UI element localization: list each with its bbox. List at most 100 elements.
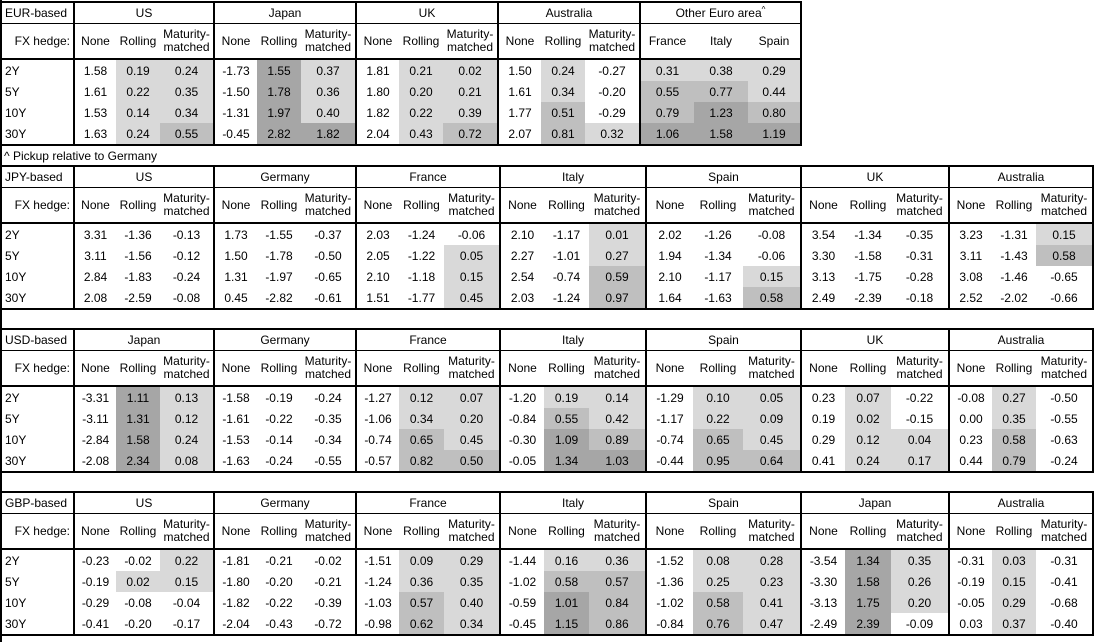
value-cell: 2.07 [497, 123, 541, 145]
value-cell: 1.61 [73, 81, 116, 102]
group-header: US [73, 492, 214, 514]
table-row: 10Y 2.84 -1.83 -0.24 1.31 -1.97 -0.65 2.10 -1.18… [1, 266, 1093, 287]
value-cell: 0.45 [743, 429, 801, 450]
value-cell: -0.24 [314, 390, 342, 405]
value-cell: -0.22 [905, 390, 934, 405]
hedge-type-header: Maturity-matched [891, 350, 949, 387]
value-cell: 2.10 [645, 266, 693, 287]
value-cell: 0.45 [213, 287, 257, 309]
value-cell: 1.94 [645, 245, 693, 266]
hedge-type-header: None [948, 513, 992, 550]
value-cell: 0.58 [992, 429, 1036, 450]
value-cell: -1.34 [704, 248, 732, 263]
value-cell: -0.23 [73, 549, 116, 571]
hedge-type-header: Maturity-matched [585, 23, 640, 60]
value-cell: 0.55 [544, 408, 589, 429]
value-cell: -0.28 [905, 269, 934, 284]
value-cell: 0.36 [301, 81, 356, 102]
hedge-type-header: Rolling [544, 350, 589, 387]
value-cell: -0.31 [905, 248, 934, 263]
value-cell: 1.11 [116, 386, 160, 408]
value-cell: 3.23 [948, 223, 992, 245]
tenor-label: 30Y [5, 126, 27, 141]
value-cell: 0.44 [948, 450, 992, 472]
fx-hedge-label: FX hedge: [1, 23, 74, 60]
tenor-label: 30Y [5, 453, 27, 468]
sheet-left-border [0, 0, 2, 642]
table-row: USD-based Japan Germany France Italy Spain UK A… [1, 329, 1093, 351]
value-cell: -1.34 [854, 227, 882, 242]
group-header: Germany [213, 166, 356, 188]
value-cell: -1.55 [265, 227, 293, 242]
table-row: EUR-based US Japan UK Australia Other Euro ar… [1, 2, 801, 24]
value-cell: -1.44 [499, 549, 544, 571]
value-cell: -0.74 [645, 429, 693, 450]
value-cell: -0.55 [1050, 411, 1078, 426]
tenor-label: 5Y [5, 574, 20, 589]
tenor-label: 30Y [5, 616, 27, 631]
value-cell: 1.34 [544, 450, 589, 472]
value-cell: 0.65 [693, 429, 743, 450]
value-cell: 1.19 [748, 123, 801, 145]
group-header: UK [800, 329, 949, 351]
hedge-type-header: Rolling [845, 350, 891, 387]
value-cell: 1.51 [355, 287, 399, 309]
value-cell: -1.43 [1000, 248, 1028, 263]
value-cell: 0.08 [693, 549, 743, 571]
value-cell: -1.17 [645, 408, 693, 429]
hedge-type-header: Rolling [257, 23, 301, 60]
value-cell: 0.41 [743, 592, 801, 613]
hedge-type-header: Rolling [116, 513, 160, 550]
value-cell: -1.36 [124, 227, 152, 242]
value-cell: 0.05 [444, 245, 500, 266]
hedge-type-header: Rolling [257, 513, 301, 550]
value-cell: -0.22 [265, 411, 293, 426]
hedge-type-header: Rolling [693, 350, 743, 387]
table-row: 30Y -0.41 -0.20 -0.17 -2.04 -0.43 -0.72 -0.98 0.… [1, 613, 1093, 635]
value-cell: -0.20 [598, 84, 626, 99]
value-cell: 2.04 [355, 123, 399, 145]
value-cell: -1.63 [213, 450, 257, 472]
value-cell: -0.08 [124, 595, 152, 610]
value-cell: -0.74 [552, 269, 581, 284]
hedge-type-header: Rolling [399, 513, 444, 550]
value-cell: -1.31 [1000, 227, 1028, 242]
table-row: 5Y 3.11 -1.56 -0.12 1.50 -1.78 -0.50 2.05 -1.22 0… [1, 245, 1093, 266]
hedge-type-header: None [213, 513, 257, 550]
group-header: Japan [73, 329, 214, 351]
value-cell: 2.84 [73, 266, 116, 287]
value-cell: -0.72 [314, 616, 342, 631]
value-cell: -1.75 [854, 269, 882, 284]
usd-based-table-container: USD-based Japan Germany France Italy Spain UK A… [0, 328, 1094, 473]
table-row: 2Y 1.58 0.19 0.24 -1.73 1.55 0.37 1.81 0.21 0.02 1… [1, 59, 801, 81]
value-cell: -0.08 [172, 290, 201, 305]
value-cell: 0.01 [589, 223, 646, 245]
value-cell: 1.58 [845, 571, 891, 592]
table-row: JPY-based US Germany France Italy Spain UK Aust… [1, 166, 1093, 188]
value-cell: -0.05 [948, 592, 992, 613]
value-cell: -2.59 [124, 290, 152, 305]
value-cell: -0.55 [314, 453, 342, 468]
value-cell: 0.34 [541, 81, 585, 102]
value-cell: 0.02 [845, 408, 891, 429]
value-cell: 0.43 [399, 123, 443, 145]
value-cell: 0.20 [399, 81, 443, 102]
table-base-label: GBP-based [1, 492, 74, 514]
value-cell: 1.09 [544, 429, 589, 450]
table-row: FX hedge: None Rolling Maturity-matched None… [1, 187, 1093, 224]
value-cell: 1.77 [497, 102, 541, 123]
fx-hedge-label: FX hedge: [1, 350, 74, 387]
value-cell: 0.58 [693, 592, 743, 613]
hedge-type-header: None [73, 23, 116, 60]
hedge-type-header: Rolling [845, 187, 891, 224]
hedge-type-header: None [948, 350, 992, 387]
value-cell: -1.24 [355, 571, 399, 592]
value-cell: 1.63 [73, 123, 116, 145]
hedge-type-header: Maturity-matched [891, 513, 949, 550]
table-base-label: USD-based [1, 329, 74, 351]
hedge-type-header: Maturity-matched [743, 350, 801, 387]
value-cell: 0.37 [301, 59, 356, 81]
value-cell: 1.82 [301, 123, 356, 145]
value-cell: 3.54 [800, 223, 845, 245]
hedge-type-header: None [213, 350, 257, 387]
